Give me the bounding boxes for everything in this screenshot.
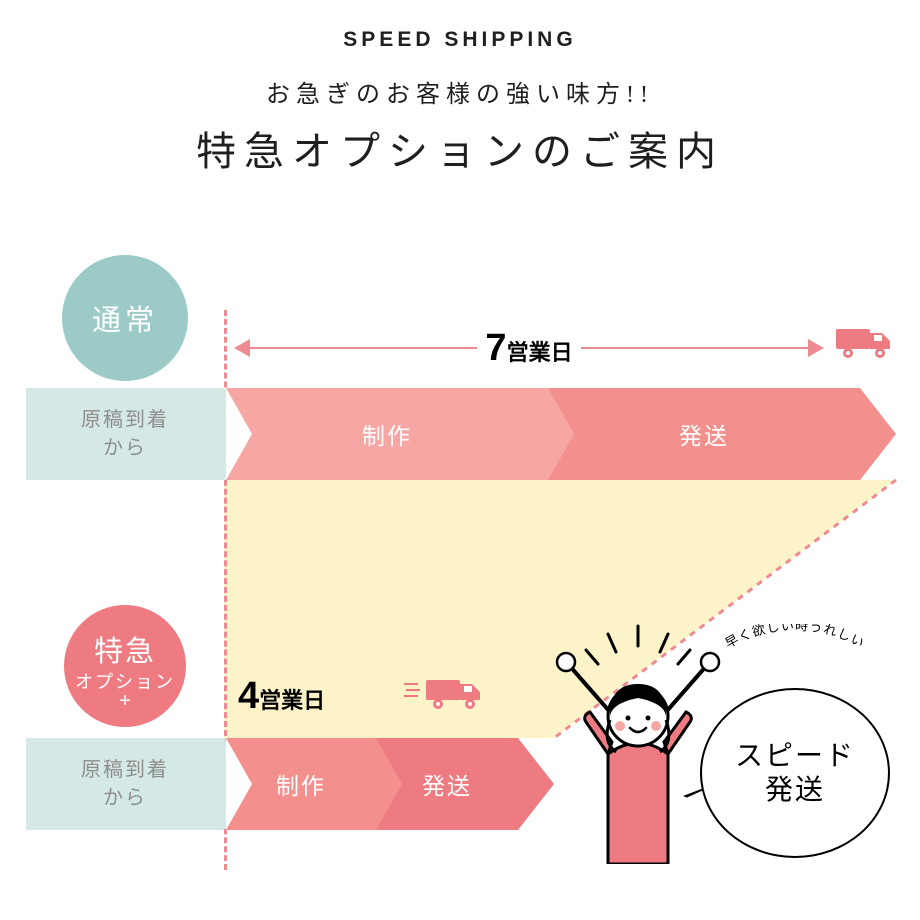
arrow-right-icon <box>808 339 824 357</box>
days-number-express: 4 <box>238 675 259 717</box>
bubble-line1: スピード <box>735 739 855 773</box>
source-bar-express: 原稿到着から <box>26 738 224 830</box>
badge-express-plus: + <box>119 694 131 708</box>
stage-express-produce-label: 制作 <box>276 767 326 801</box>
truck-icon <box>834 325 894 359</box>
days-label-express: 4営業日 <box>230 672 430 720</box>
badge-normal: 通常 <box>62 255 188 381</box>
badge-express: 特急 オプション + <box>64 605 186 727</box>
speech-bubble: スピード 発送 <box>700 688 890 858</box>
badge-normal-label: 通常 <box>92 297 158 339</box>
days-unit-normal: 営業日 <box>507 340 573 365</box>
source-bar-normal: 原稿到着から <box>26 388 224 480</box>
stage-normal-ship-label: 発送 <box>679 417 729 451</box>
arrow-left-icon <box>234 339 250 357</box>
badge-express-line1: 特急 <box>94 628 156 670</box>
stage-express-produce: 制作 <box>226 738 376 830</box>
days-text-express: 4営業日 <box>230 675 333 718</box>
source-label-normal: 原稿到着から <box>81 406 169 462</box>
days-text-normal: 7営業日 <box>477 327 580 370</box>
arrow-line <box>250 347 477 349</box>
bubble-line2: 発送 <box>765 773 825 807</box>
days-unit-express: 営業日 <box>259 688 325 713</box>
stage-express-ship: 発送 <box>376 738 518 830</box>
source-label-express: 原稿到着から <box>81 756 169 812</box>
arrow-line <box>581 347 808 349</box>
stage-normal-ship: 発送 <box>548 388 860 480</box>
stage-normal-produce-label: 制作 <box>362 417 412 451</box>
truck-icon <box>404 676 484 710</box>
stage-normal-produce: 制作 <box>226 388 548 480</box>
days-number-normal: 7 <box>485 327 506 369</box>
diagram-root: 通常 7営業日 原稿到着から 制作 発送 特急 オプション + 4 <box>0 0 920 920</box>
stage-express-ship-label: 発送 <box>422 767 472 801</box>
days-label-normal: 7営業日 <box>234 324 824 372</box>
